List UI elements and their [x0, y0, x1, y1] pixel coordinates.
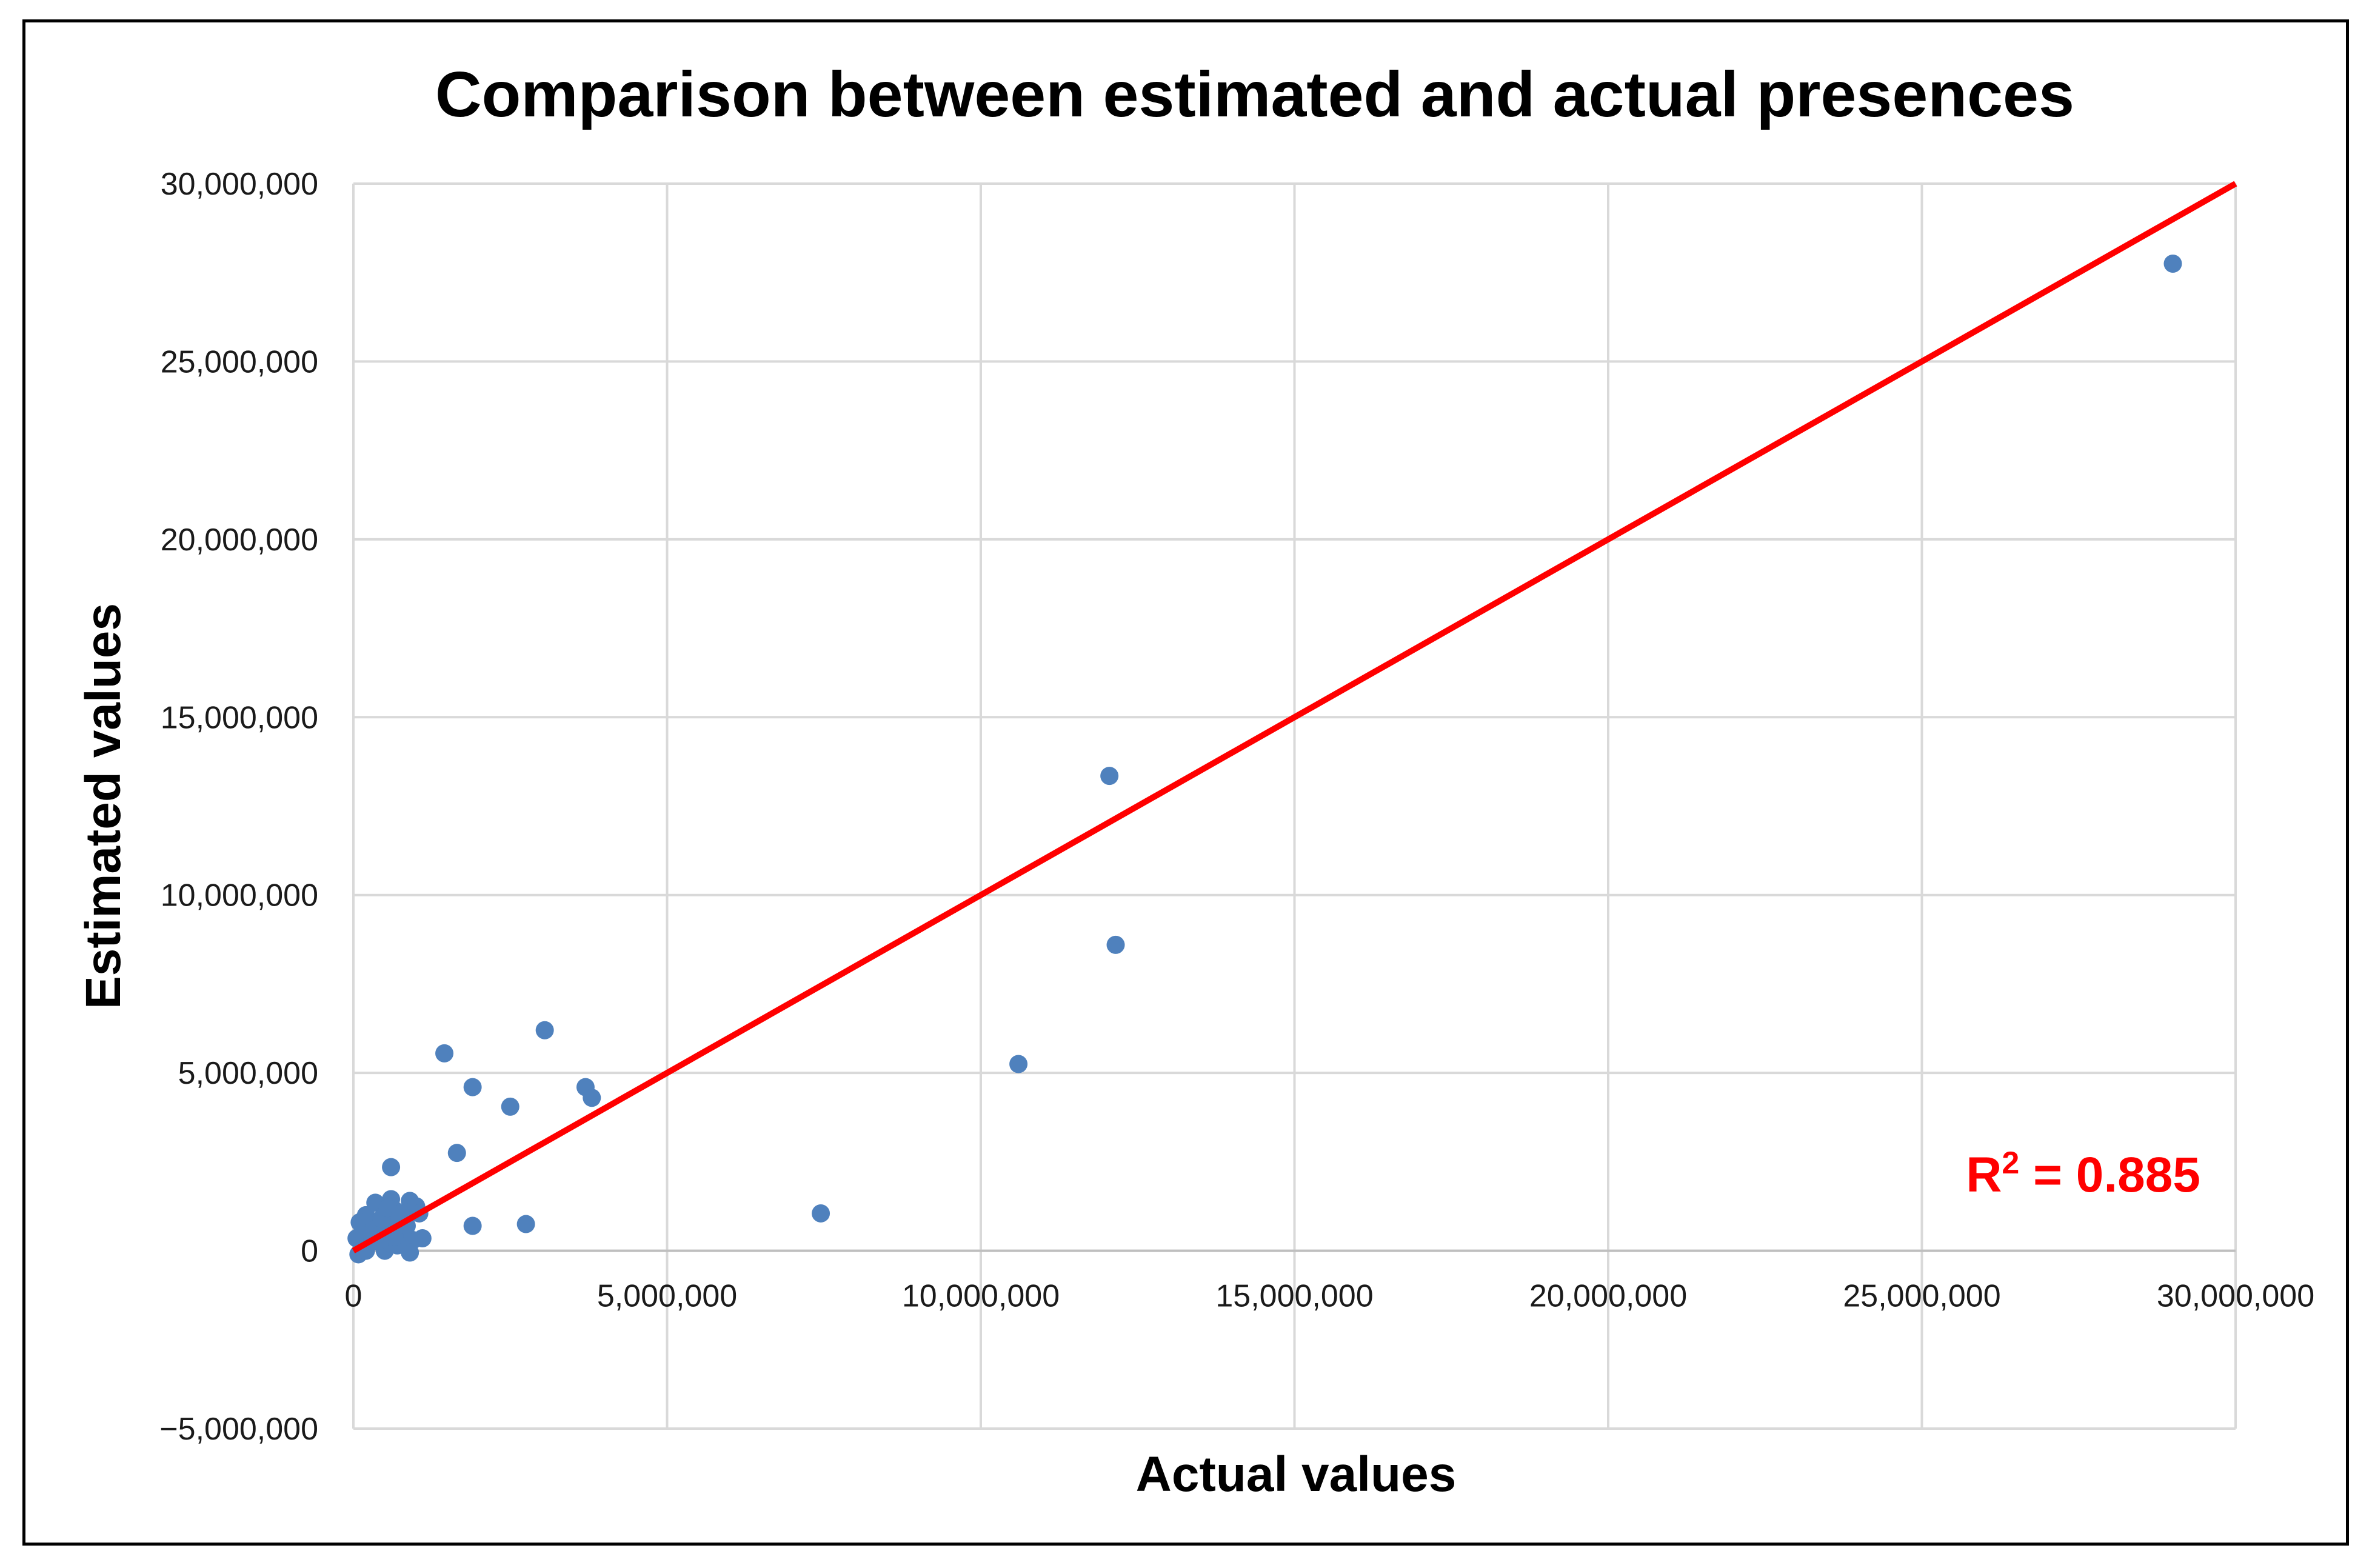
- data-point: [382, 1158, 401, 1176]
- data-points: [347, 255, 2182, 1264]
- chart-title: Comparison between estimated and actual …: [435, 59, 2074, 130]
- x-tick-label: 0: [345, 1279, 362, 1314]
- y-tick-label: 30,000,000: [161, 167, 318, 202]
- x-tick-label: 5,000,000: [597, 1279, 737, 1314]
- data-point: [501, 1097, 519, 1116]
- data-point: [1009, 1055, 1028, 1073]
- tick-labels: −5,000,000 0 5,000,000 10,000,000 15,000,000…: [159, 167, 2314, 1447]
- x-tick-label: 25,000,000: [1843, 1279, 2000, 1314]
- data-point: [435, 1044, 454, 1063]
- data-point: [447, 1144, 466, 1163]
- y-tick-label: 0: [301, 1234, 318, 1269]
- data-point: [1106, 935, 1125, 954]
- y-tick-label: 25,000,000: [161, 344, 318, 379]
- r-squared-superscript: 2: [2002, 1146, 2019, 1181]
- data-point: [535, 1021, 554, 1039]
- data-point: [463, 1216, 482, 1235]
- data-point: [812, 1204, 830, 1223]
- data-point: [463, 1078, 482, 1096]
- y-tick-label: 15,000,000: [161, 700, 318, 735]
- trendline: [352, 181, 2237, 1253]
- r-squared-annotation: R2 = 0.885: [1966, 1146, 2200, 1203]
- data-point: [516, 1215, 535, 1233]
- data-point: [2163, 255, 2182, 273]
- x-tick-label: 30,000,000: [2157, 1279, 2314, 1314]
- y-axis-title: Estimated values: [76, 603, 131, 1009]
- r-squared-value: = 0.885: [2019, 1147, 2200, 1203]
- r-squared-prefix: R: [1966, 1147, 2002, 1203]
- x-tick-label: 20,000,000: [1529, 1279, 1687, 1314]
- grid-lines: [352, 182, 2237, 1430]
- chart-frame: [22, 19, 2349, 1546]
- y-tick-label: 5,000,000: [178, 1056, 318, 1091]
- data-point: [391, 1204, 410, 1223]
- x-axis-title: Actual values: [1136, 1447, 1457, 1502]
- x-tick-label: 10,000,000: [902, 1279, 1060, 1314]
- y-tick-label: 10,000,000: [161, 878, 318, 913]
- data-point: [1100, 767, 1119, 786]
- x-tick-label: 15,000,000: [1215, 1279, 1373, 1314]
- y-tick-label: 20,000,000: [161, 522, 318, 558]
- data-point: [583, 1089, 601, 1107]
- y-tick-label: −5,000,000: [159, 1412, 318, 1447]
